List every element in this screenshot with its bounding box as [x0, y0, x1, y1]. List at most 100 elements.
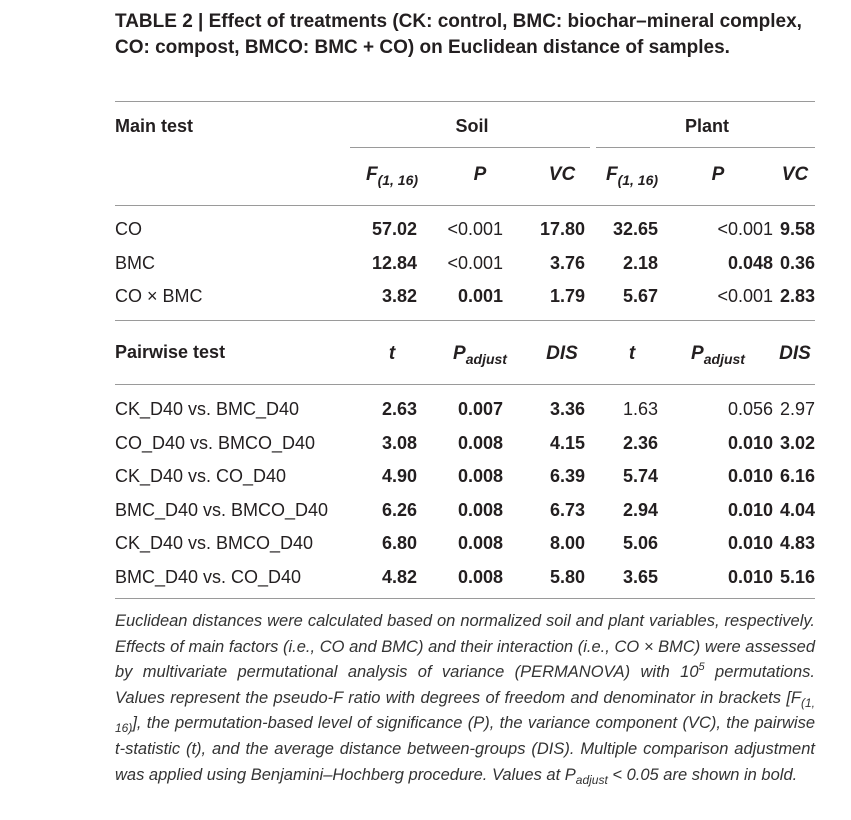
- column-header: VC: [782, 164, 808, 186]
- cell: 1.79: [549, 286, 585, 306]
- cell: 12.84: [371, 252, 417, 273]
- cell: <0.001: [447, 219, 503, 239]
- cell: 3.08: [381, 432, 417, 453]
- cell: 4.04: [779, 499, 815, 520]
- cell: 3.76: [549, 252, 585, 273]
- cell: 57.02: [371, 219, 417, 239]
- section-header: Main test: [115, 116, 194, 136]
- cell: 6.80: [381, 533, 417, 553]
- column-header: F(1, 16): [606, 164, 658, 191]
- column-header: P: [712, 164, 725, 186]
- column-header-main: P: [691, 343, 704, 364]
- cell: 3.65: [622, 566, 658, 587]
- cell: 2.94: [622, 499, 658, 520]
- cell: 4.83: [779, 533, 815, 553]
- cell: 32.65: [612, 219, 658, 239]
- column-header-main: DIS: [779, 343, 811, 364]
- cell: 6.26: [381, 499, 417, 520]
- column-header-main: P: [711, 164, 725, 185]
- cell: 0.001: [457, 286, 503, 306]
- cell: 0.056: [727, 399, 773, 419]
- column-header-main: VC: [781, 164, 809, 185]
- cell: 4.15: [549, 432, 585, 453]
- cell: 2.97: [779, 399, 815, 419]
- column-header: P: [474, 164, 487, 186]
- column-header: Padjust: [453, 343, 507, 370]
- cell: 0.008: [457, 566, 503, 587]
- cell: 0.010: [727, 432, 773, 453]
- cell: 17.80: [539, 219, 585, 239]
- cell: <0.001: [717, 286, 773, 306]
- column-header: Padjust: [691, 343, 745, 370]
- cell: 3.82: [381, 286, 417, 306]
- column-header: t: [389, 343, 395, 365]
- cell: 0.010: [727, 466, 773, 486]
- column-header-main: P: [473, 164, 487, 185]
- cell: 3.36: [549, 399, 585, 419]
- column-header-main: VC: [548, 164, 576, 185]
- rule: [115, 320, 815, 321]
- group-header: Soil: [455, 116, 489, 136]
- group-header: Plant: [684, 116, 730, 136]
- row-label: CK_D40 vs. BMCO_D40: [115, 533, 314, 553]
- footnote-text: adjust: [575, 772, 608, 787]
- column-header-sub: (1, 16): [377, 172, 419, 188]
- cell: 0.010: [727, 533, 773, 553]
- cell: 9.58: [779, 219, 815, 239]
- section-header: Pairwise test: [115, 342, 226, 362]
- column-header-main: F: [605, 164, 618, 185]
- cell: 3.02: [779, 432, 815, 453]
- cell: <0.001: [717, 219, 773, 239]
- cell: 2.83: [779, 286, 815, 306]
- rule: [596, 147, 815, 148]
- cell: 0.36: [779, 252, 815, 273]
- row-label: BMC: [115, 252, 155, 273]
- cell: 5.80: [549, 566, 585, 587]
- rule: [350, 147, 590, 148]
- footnote-text: 5: [698, 661, 705, 674]
- column-header-main: DIS: [546, 343, 578, 364]
- rule: [115, 205, 815, 206]
- cell: 6.39: [549, 466, 585, 486]
- cell: 0.010: [727, 499, 773, 520]
- footnote-text: permutations. Values represent the pseud…: [115, 663, 815, 707]
- column-header-sub: adjust: [703, 351, 745, 367]
- cell: 6.16: [779, 466, 815, 486]
- cell: 0.008: [457, 499, 503, 520]
- cell: 6.73: [549, 499, 585, 520]
- footnote-text: (1, 16): [115, 695, 815, 736]
- cell: 4.90: [381, 466, 417, 486]
- cell: 0.010: [727, 566, 773, 587]
- column-header-sub: adjust: [465, 351, 507, 367]
- column-header-main: t: [388, 343, 396, 364]
- rule: [115, 101, 815, 102]
- column-header: VC: [549, 164, 575, 186]
- rule: [115, 384, 815, 385]
- cell: 2.63: [381, 399, 417, 419]
- cell: 5.67: [622, 286, 658, 306]
- row-label: BMC_D40 vs. CO_D40: [115, 566, 302, 587]
- footnote: Euclidean distances were calculated base…: [115, 609, 815, 788]
- cell: 2.18: [622, 252, 658, 273]
- column-header: t: [629, 343, 635, 365]
- table-title: TABLE 2 | Effect of treatments (CK: cont…: [115, 11, 802, 58]
- row-label: BMC_D40 vs. BMCO_D40: [115, 499, 329, 520]
- column-header: F(1, 16): [366, 164, 418, 191]
- cell: 5.74: [622, 466, 658, 486]
- row-label: CO_D40 vs. BMCO_D40: [115, 432, 316, 453]
- column-header-main: F: [365, 164, 378, 185]
- footnote-text: < 0.05 are shown in bold.: [607, 765, 798, 784]
- cell: 5.16: [779, 566, 815, 587]
- column-header-main: P: [453, 343, 466, 364]
- cell: 0.008: [457, 533, 503, 553]
- column-header-main: t: [628, 343, 636, 364]
- column-header-sub: (1, 16): [617, 172, 659, 188]
- cell: 0.008: [457, 432, 503, 453]
- row-label: CO × BMC: [115, 286, 203, 306]
- cell: 0.048: [727, 252, 773, 273]
- column-header: DIS: [779, 343, 811, 365]
- cell: <0.001: [447, 252, 503, 273]
- rule: [115, 598, 815, 599]
- footnote-text: ], the permutation-based level of signif…: [115, 714, 815, 784]
